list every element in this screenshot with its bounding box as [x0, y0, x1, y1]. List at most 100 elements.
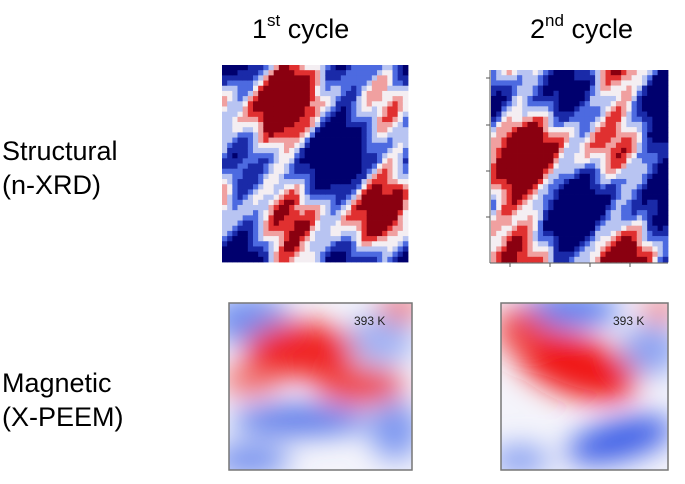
- map-pixel: [268, 251, 275, 258]
- map-pixel: [340, 230, 347, 237]
- map-pixel: [273, 230, 280, 237]
- map-pixel: [366, 256, 373, 263]
- map-pixel: [511, 95, 518, 102]
- map-pixel: [589, 80, 596, 86]
- map-pixel: [595, 230, 601, 237]
- map-pixel: [304, 210, 311, 216]
- map-pixel: [309, 96, 316, 102]
- map-pixel: [377, 111, 383, 118]
- map-pixel: [253, 147, 259, 154]
- map-pixel: [222, 85, 228, 92]
- map-pixel: [636, 220, 643, 227]
- map-pixel: [335, 184, 342, 190]
- map-pixel: [641, 111, 648, 118]
- map-pixel: [309, 70, 316, 76]
- map-pixel: [392, 173, 399, 180]
- map-pixel: [402, 158, 409, 164]
- map-pixel: [232, 65, 238, 71]
- map-pixel: [527, 147, 534, 154]
- peem-map: [229, 303, 412, 470]
- map-pixel: [610, 111, 617, 118]
- map-pixel: [392, 230, 399, 237]
- map-pixel: [610, 225, 617, 232]
- map-pixel: [320, 246, 326, 253]
- map-pixel: [636, 101, 643, 107]
- map-pixel: [517, 158, 523, 164]
- map-pixel: [227, 153, 233, 159]
- map-pixel: [589, 251, 596, 258]
- map-pixel: [258, 241, 264, 247]
- map-pixel: [289, 85, 295, 92]
- map-pixel: [325, 225, 331, 232]
- map-pixel: [615, 184, 622, 190]
- map-pixel: [636, 194, 643, 201]
- map-pixel: [636, 75, 643, 81]
- map-pixel: [657, 163, 664, 169]
- map-pixel: [346, 168, 352, 175]
- map-pixel: [315, 204, 321, 211]
- map-pixel: [263, 153, 269, 159]
- map-pixel: [537, 210, 544, 216]
- map-pixel: [304, 173, 311, 180]
- map-pixel: [548, 95, 554, 102]
- map-pixel: [335, 70, 342, 76]
- map-pixel: [340, 204, 347, 211]
- map-pixel: [527, 132, 534, 138]
- map-pixel: [501, 241, 508, 247]
- map-pixel: [263, 85, 269, 92]
- map-pixel: [527, 153, 534, 159]
- map-pixel: [605, 70, 612, 76]
- map-pixel: [335, 96, 342, 102]
- map-pixel: [584, 101, 591, 107]
- map-pixel: [273, 101, 280, 107]
- map-pixel: [615, 225, 622, 232]
- map-pixel: [284, 101, 290, 107]
- map-pixel: [397, 168, 404, 175]
- map-pixel: [371, 127, 378, 133]
- map-pixel: [662, 189, 669, 195]
- map-pixel: [558, 215, 565, 221]
- peem-map: [501, 303, 668, 470]
- map-pixel: [387, 179, 393, 185]
- map-pixel: [548, 220, 554, 227]
- map-pixel: [548, 153, 554, 159]
- map-pixel: [522, 116, 528, 123]
- map-pixel: [600, 168, 606, 175]
- map-pixel: [325, 147, 331, 154]
- map-pixel: [247, 184, 254, 190]
- map-pixel: [511, 106, 518, 112]
- map-pixel: [289, 122, 295, 128]
- map-pixel: [569, 173, 575, 180]
- map-pixel: [522, 70, 528, 76]
- map-pixel: [496, 194, 502, 201]
- map-pixel: [647, 147, 653, 154]
- map-pixel: [579, 215, 586, 221]
- map-pixel: [247, 225, 254, 232]
- map-pixel: [574, 199, 580, 206]
- map-pixel: [232, 101, 238, 107]
- map-pixel: [273, 70, 280, 76]
- map-pixel: [361, 204, 368, 211]
- map-pixel: [584, 246, 591, 253]
- map-pixel: [631, 75, 638, 81]
- map-pixel: [289, 236, 295, 242]
- map-pixel: [278, 65, 285, 71]
- map-pixel: [284, 106, 290, 113]
- map-pixel: [382, 256, 388, 263]
- map-pixel: [626, 178, 632, 185]
- map-pixel: [402, 127, 409, 133]
- map-pixel: [532, 251, 539, 258]
- map-pixel: [325, 173, 331, 180]
- map-pixel: [626, 121, 632, 128]
- map-pixel: [237, 96, 244, 102]
- map-pixel: [371, 168, 378, 175]
- map-pixel: [563, 163, 570, 169]
- map-pixel: [491, 210, 497, 216]
- map-pixel: [647, 236, 653, 242]
- map-pixel: [605, 106, 612, 112]
- map-pixel: [351, 168, 357, 175]
- map-pixel: [511, 251, 518, 258]
- map-pixel: [511, 90, 518, 97]
- map-pixel: [641, 168, 648, 175]
- map-pixel: [563, 246, 570, 253]
